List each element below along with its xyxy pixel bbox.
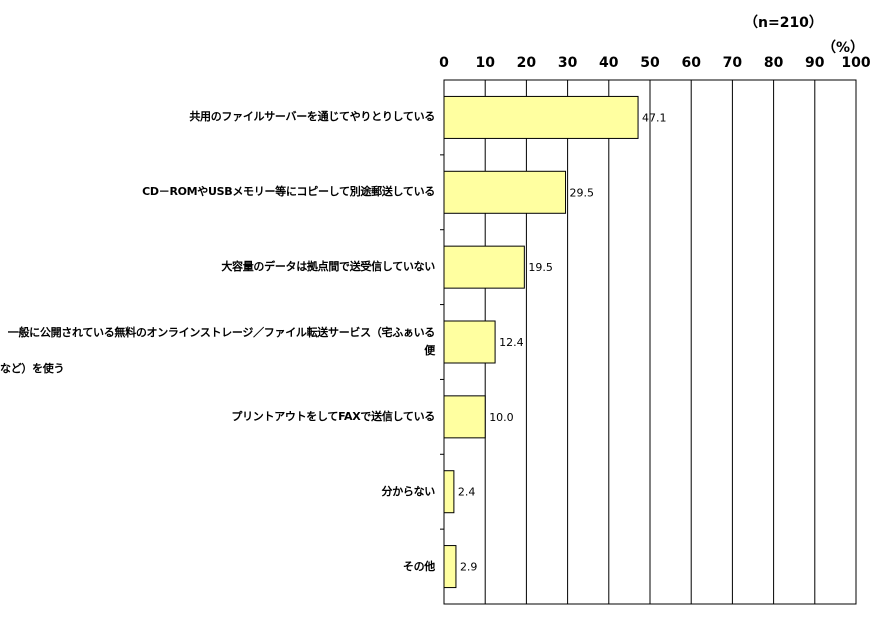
bar bbox=[443, 320, 496, 364]
category-label-line: 一般に公開されている無料のオンラインストレージ／ファイル転送サービス（宅ふぁいる… bbox=[7, 326, 436, 357]
category-label: CD－ROMやUSBメモリー等にコピーして別途郵送している bbox=[142, 183, 435, 201]
x-tick-label: 100 bbox=[841, 55, 870, 71]
category-label: 一般に公開されている無料のオンラインストレージ／ファイル転送サービス（宅ふぁいる… bbox=[0, 324, 435, 378]
bar bbox=[443, 470, 455, 514]
bar-value-label: 10.0 bbox=[489, 411, 514, 424]
bar bbox=[443, 545, 457, 589]
bar bbox=[443, 395, 486, 439]
category-label: その他 bbox=[403, 558, 435, 576]
bar-value-label: 2.9 bbox=[460, 561, 478, 574]
x-tick-label: 40 bbox=[599, 55, 619, 71]
category-label: 大容量のデータは拠点間で送受信していない bbox=[221, 258, 435, 276]
x-tick-label: 10 bbox=[475, 55, 495, 71]
category-label-line: 分からない bbox=[381, 484, 436, 498]
bar-value-label: 12.4 bbox=[499, 336, 524, 349]
x-tick-label: 80 bbox=[764, 55, 784, 71]
category-label-line: 大容量のデータは拠点間で送受信していない bbox=[221, 260, 435, 274]
x-tick-label: 30 bbox=[558, 55, 578, 71]
category-label: 共用のファイルサーバーを通じてやりとりしている bbox=[189, 108, 435, 126]
sample-size-note: （n=210） bbox=[744, 15, 823, 31]
bar-value-label: 47.1 bbox=[642, 111, 667, 124]
bar bbox=[443, 95, 639, 139]
category-label-line: その他 bbox=[402, 559, 435, 573]
category-label-line: など）を使う bbox=[0, 362, 65, 375]
x-tick-label: 90 bbox=[805, 55, 825, 71]
category-label: プリントアウトをしてFAXで送信している bbox=[231, 408, 435, 426]
x-tick-label: 60 bbox=[681, 55, 701, 71]
category-label-line: CD－ROMやUSBメモリー等にコピーして別途郵送している bbox=[142, 185, 435, 199]
x-tick-label: 20 bbox=[517, 55, 537, 71]
x-tick-label: 70 bbox=[723, 55, 743, 71]
bar-value-label: 2.4 bbox=[458, 486, 476, 499]
x-tick-label: 50 bbox=[640, 55, 660, 71]
x-tick-label: 0 bbox=[439, 55, 449, 71]
category-label-line: プリントアウトをしてFAXで送信している bbox=[231, 409, 435, 423]
category-label-line: 共用のファイルサーバーを通じてやりとりしている bbox=[189, 110, 435, 124]
unit-note: （%） bbox=[822, 40, 865, 56]
bar bbox=[443, 170, 567, 214]
category-label: 分からない bbox=[382, 483, 436, 501]
bar bbox=[443, 245, 525, 289]
bar-value-label: 19.5 bbox=[528, 261, 553, 274]
bar-value-label: 29.5 bbox=[570, 186, 595, 199]
